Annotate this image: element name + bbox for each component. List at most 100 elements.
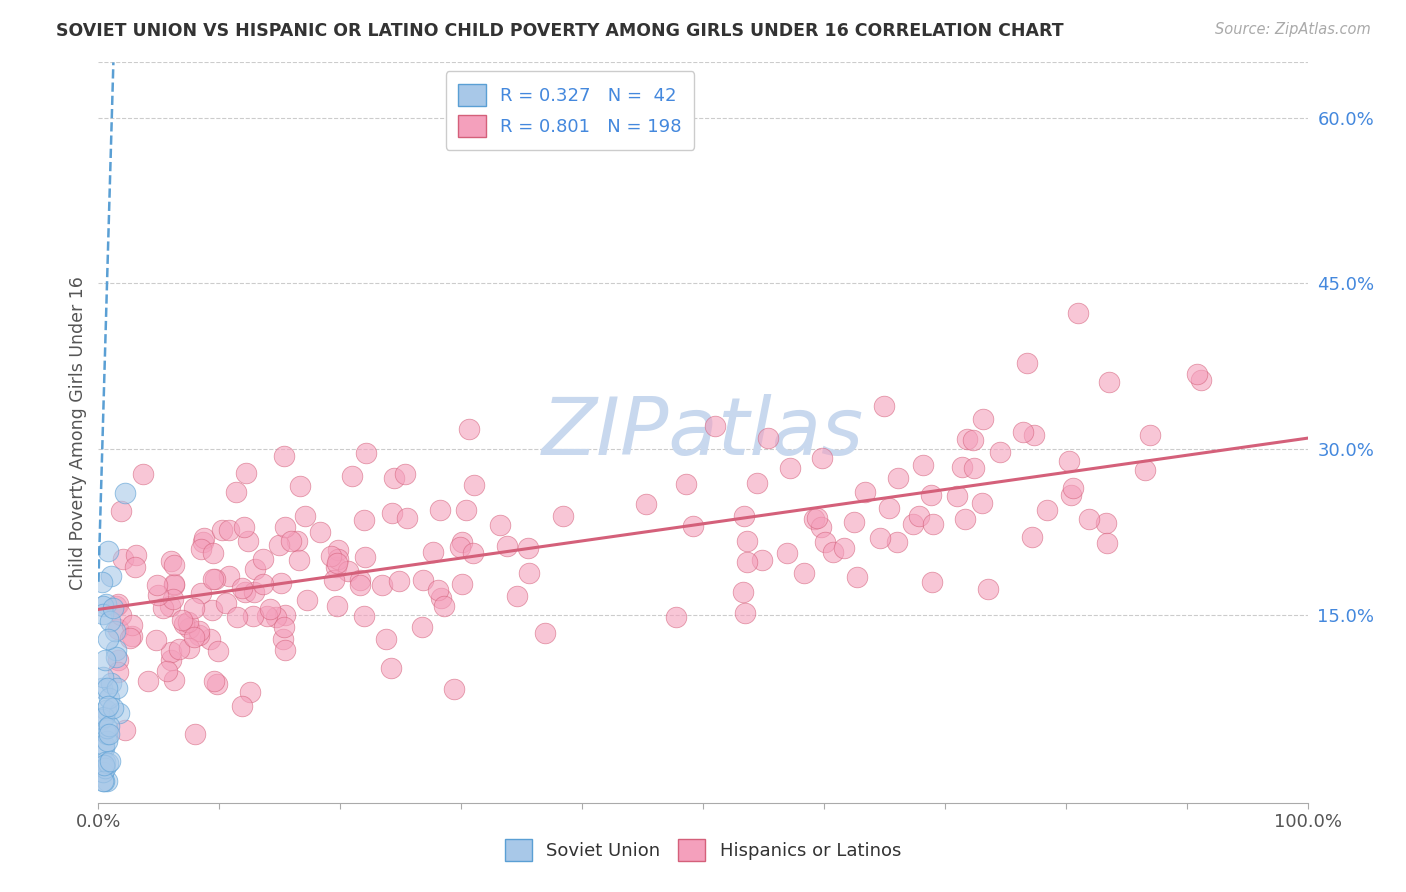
Point [751, 552, 773, 566]
Point [551, 509, 574, 524]
Point [252, 552, 274, 566]
Point [202, 546, 225, 560]
Point [93, 738, 115, 752]
Point [458, 422, 481, 436]
Point [163, 577, 186, 591]
Point [382, 471, 405, 485]
Point [111, 551, 134, 566]
Point [156, 664, 179, 678]
Point [96, 721, 118, 735]
Point [259, 602, 281, 616]
Point [950, 460, 973, 475]
Point [280, 533, 302, 548]
Point [912, 458, 935, 472]
Point [450, 577, 472, 591]
Point [682, 519, 704, 533]
Point [285, 534, 308, 549]
Point [463, 478, 485, 492]
Point [107, 597, 129, 611]
Point [489, 518, 512, 533]
Point [1078, 512, 1101, 526]
Point [218, 524, 240, 538]
Point [238, 534, 260, 549]
Point [779, 460, 801, 475]
Point [243, 562, 266, 576]
Point [266, 610, 288, 624]
Point [91, 765, 114, 780]
Point [907, 508, 929, 523]
Point [326, 552, 349, 566]
Point [375, 632, 398, 646]
Point [94, 756, 117, 770]
Point [96, 597, 118, 611]
Point [832, 541, 855, 556]
Point [190, 586, 212, 600]
Point [735, 534, 758, 549]
Point [121, 618, 143, 632]
Point [988, 444, 1011, 458]
Point [207, 677, 229, 691]
Point [411, 620, 433, 634]
Text: ZIPatlas: ZIPatlas [541, 393, 865, 472]
Point [449, 540, 471, 554]
Point [1097, 536, 1119, 550]
Point [533, 626, 555, 640]
Point [188, 624, 211, 638]
Point [823, 544, 845, 558]
Point [163, 577, 186, 591]
Point [506, 589, 529, 603]
Point [842, 515, 865, 529]
Point [118, 631, 141, 645]
Point [977, 582, 1000, 596]
Point [953, 512, 976, 526]
Point [1062, 481, 1084, 495]
Point [91, 599, 114, 614]
Point [105, 643, 128, 657]
Point [167, 641, 190, 656]
Point [1057, 454, 1080, 468]
Point [308, 524, 330, 539]
Point [422, 545, 444, 559]
Point [93, 757, 115, 772]
Point [101, 601, 124, 615]
Point [202, 673, 225, 688]
Text: SOVIET UNION VS HISPANIC OR LATINO CHILD POVERTY AMONG GIRLS UNDER 16 CORRELATIO: SOVIET UNION VS HISPANIC OR LATINO CHILD… [56, 22, 1064, 40]
Point [235, 467, 257, 481]
Point [231, 699, 253, 714]
Point [271, 632, 294, 647]
Point [731, 585, 754, 599]
Point [177, 641, 200, 656]
Point [845, 570, 868, 584]
Point [204, 572, 226, 586]
Point [163, 558, 186, 572]
Point [394, 467, 416, 482]
Point [96, 773, 118, 788]
Point [105, 650, 128, 665]
Point [226, 610, 249, 624]
Point [104, 624, 127, 639]
Point [93, 761, 115, 775]
Point [232, 519, 254, 533]
Point [146, 587, 169, 601]
Point [429, 502, 451, 516]
Point [121, 629, 143, 643]
Point [93, 607, 115, 621]
Point [198, 632, 221, 646]
Point [202, 572, 225, 586]
Point [380, 661, 402, 675]
Point [325, 599, 347, 613]
Point [516, 541, 538, 556]
Point [1012, 425, 1035, 439]
Point [776, 546, 799, 560]
Point [869, 532, 891, 546]
Point [225, 484, 247, 499]
Point [349, 573, 371, 587]
Point [97, 719, 120, 733]
Point [93, 710, 115, 724]
Point [96, 681, 118, 695]
Point [703, 418, 725, 433]
Point [877, 500, 900, 515]
Point [152, 601, 174, 615]
Point [97, 632, 120, 647]
Point [184, 727, 207, 741]
